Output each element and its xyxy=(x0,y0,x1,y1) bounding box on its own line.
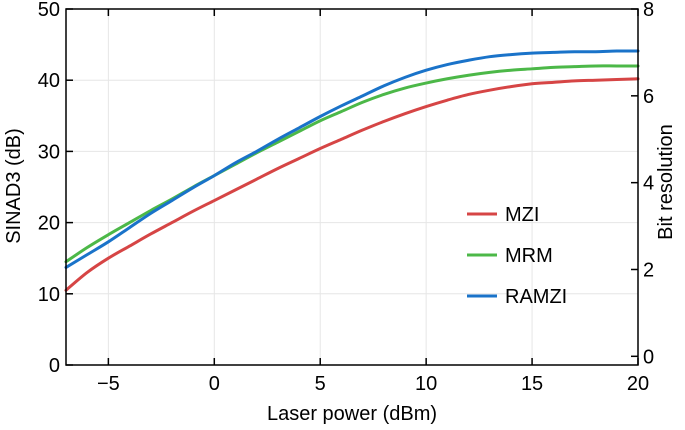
x-tick-label: 10 xyxy=(415,373,437,395)
series-line-mrm xyxy=(64,64,640,264)
x-tick-label: 5 xyxy=(315,373,326,395)
y-tick-label: 50 xyxy=(38,0,60,21)
y-axis-right: 0 2 4 6 8 xyxy=(631,0,654,368)
y-axis-left: 0 10 20 30 40 50 xyxy=(38,0,73,377)
y-tick-label: 30 xyxy=(38,141,60,163)
legend: MZI MRM RAMZI xyxy=(467,204,567,308)
legend-label-ramzi: RAMZI xyxy=(505,286,567,308)
x-tick-label: −5 xyxy=(97,373,120,395)
y2-tick-label: 6 xyxy=(643,86,654,108)
x-axis-title: Laser power (dBm) xyxy=(267,403,437,425)
y-tick-label: 10 xyxy=(38,284,60,306)
y2-tick-label: 8 xyxy=(643,0,654,21)
y2-tick-label: 2 xyxy=(643,259,654,281)
y2-axis-title: Bit resolution xyxy=(655,124,677,240)
x-tick-label: 20 xyxy=(627,373,649,395)
y-tick-label: 40 xyxy=(38,70,60,92)
legend-label-mzi: MZI xyxy=(505,204,539,226)
y2-tick-label: 0 xyxy=(643,346,654,368)
y-tick-label: 0 xyxy=(49,355,60,377)
series-layer xyxy=(64,49,640,292)
x-axis: −5 0 5 10 15 20 xyxy=(97,9,649,395)
x-tick-label: 0 xyxy=(209,373,220,395)
legend-label-mrm: MRM xyxy=(505,245,553,267)
series-line-mzi xyxy=(64,77,640,292)
grid xyxy=(66,8,639,366)
y2-tick-label: 4 xyxy=(643,173,654,195)
series-line-ramzi xyxy=(64,49,640,269)
x-tick-label: 15 xyxy=(521,373,543,395)
plot-frame xyxy=(65,8,639,366)
y-axis-title: SINAD3 (dB) xyxy=(3,128,25,244)
y-tick-label: 20 xyxy=(38,213,60,235)
